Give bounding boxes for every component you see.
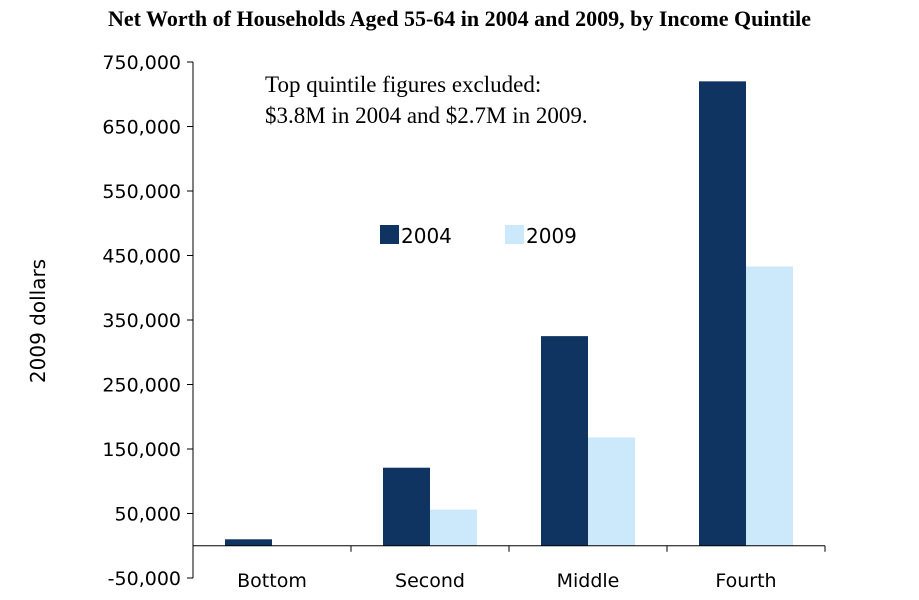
x-tick-label: Second: [395, 570, 465, 592]
bar-2004-middle: [541, 336, 588, 546]
y-tick-label: 450,000: [102, 246, 181, 268]
y-tick-label: 750,000: [102, 52, 181, 74]
x-tick-label: Middle: [557, 570, 620, 592]
legend-swatch-2004: [380, 225, 399, 244]
legend-label-2004: 2004: [401, 224, 452, 248]
bars: [225, 81, 793, 546]
y-tick-label: 650,000: [102, 117, 181, 139]
legend: 2004 2009: [380, 224, 577, 248]
legend-swatch-2009: [505, 225, 524, 244]
y-tick-label: 250,000: [102, 375, 181, 397]
x-axis: Bottom Second Middle Fourth: [192, 545, 826, 592]
y-axis: -50,000 50,000 150,000 250,000 350,000 450,00…: [102, 52, 194, 590]
x-tick-label: Bottom: [237, 570, 307, 592]
legend-label-2009: 2009: [526, 224, 577, 248]
y-tick-label: 550,000: [102, 181, 181, 203]
bar-2004-fourth: [699, 81, 746, 546]
x-tick-label: Fourth: [715, 570, 776, 592]
y-tick-label: 50,000: [115, 504, 181, 526]
y-tick-label: 150,000: [102, 439, 181, 461]
bar-2004-bottom: [225, 539, 272, 546]
bar-2009-second: [430, 509, 477, 546]
chart-title: Net Worth of Households Aged 55-64 in 20…: [107, 6, 812, 31]
bar-2009-middle: [588, 437, 635, 546]
annotation-line-1: Top quintile figures excluded:: [265, 72, 541, 97]
annotation-line-2: $3.8M in 2004 and $2.7M in 2009.: [265, 103, 588, 128]
y-tick-label: -50,000: [108, 568, 181, 590]
bar-2009-fourth: [746, 266, 793, 546]
y-axis-title: 2009 dollars: [26, 259, 50, 383]
bar-2004-second: [383, 467, 430, 546]
y-tick-label: 350,000: [102, 310, 181, 332]
